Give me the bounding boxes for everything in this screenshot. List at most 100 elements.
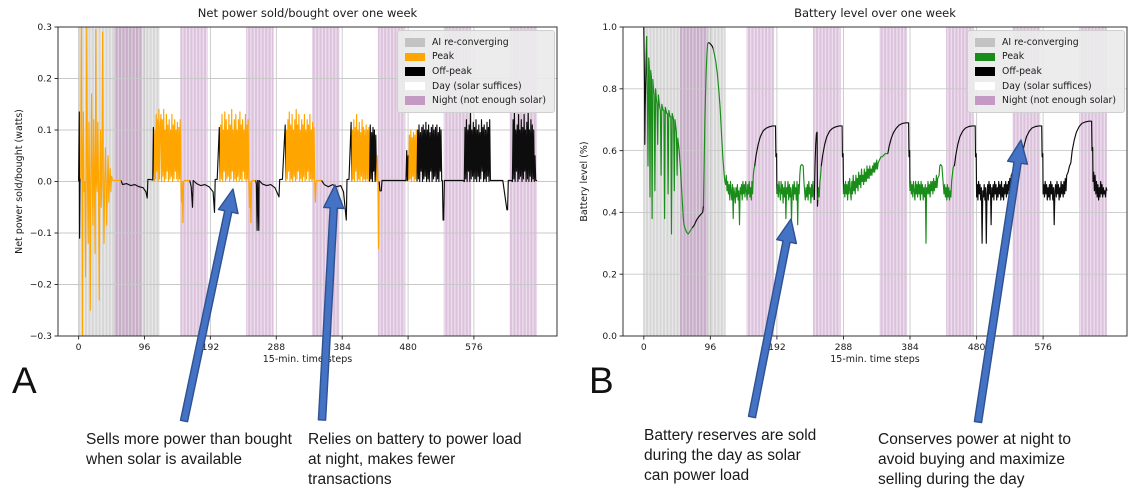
annotation-line: Sells more power than bought bbox=[86, 431, 292, 448]
off-peak-series-segment bbox=[708, 41, 714, 49]
off-peak-series-segment bbox=[416, 111, 538, 221]
chart-net-power-legend: AI re-converging Peak Off-peak Day (solar s… bbox=[397, 30, 555, 113]
legend-label: AI re-converging bbox=[1002, 36, 1079, 48]
peak-series-segment bbox=[842, 153, 888, 201]
peak-series-segment bbox=[351, 113, 371, 183]
legend-item: Peak bbox=[975, 50, 1116, 65]
x-tick-label: 384 bbox=[333, 342, 351, 353]
legend-item: Day (solar suffices) bbox=[405, 79, 546, 94]
chart-battery-xlabel: 15-min. time steps bbox=[830, 354, 920, 365]
x-tick-label: 96 bbox=[139, 342, 151, 353]
annotation-line: avoid buying and maximize bbox=[878, 451, 1065, 468]
annotation-line: selling during the day bbox=[878, 471, 1025, 488]
legend-label: Off-peak bbox=[1002, 65, 1042, 77]
peak-series-segment bbox=[285, 108, 322, 203]
legend-label: Peak bbox=[432, 51, 455, 63]
x-tick-label: 96 bbox=[705, 342, 717, 353]
off-peak-series-segment bbox=[78, 111, 81, 239]
off-peak-series-segment bbox=[643, 26, 648, 145]
legend-item: Off-peak bbox=[405, 64, 546, 79]
peak-series-segment bbox=[702, 42, 709, 207]
y-tick-label: 0.2 bbox=[602, 269, 617, 280]
y-tick-label: −0.2 bbox=[30, 280, 52, 291]
off-peak-series-segment bbox=[321, 121, 353, 221]
peak-series-segment bbox=[776, 163, 815, 226]
x-tick-label: 192 bbox=[768, 342, 786, 353]
legend-item: Peak bbox=[405, 50, 546, 65]
y-tick-label: 0.0 bbox=[602, 331, 617, 342]
peak-series-segment bbox=[817, 165, 822, 201]
chart-net-power-xlabel: 15-min. time steps bbox=[262, 354, 353, 365]
legend-item: Day (solar suffices) bbox=[975, 79, 1116, 94]
x-tick-label: 480 bbox=[968, 342, 986, 353]
off-peak-series-segment bbox=[369, 124, 378, 183]
arrow-to-net-power-day bbox=[179, 188, 239, 423]
legend-label: Peak bbox=[1002, 51, 1025, 63]
legend-swatch bbox=[975, 38, 996, 47]
peak-series-segment bbox=[80, 26, 122, 337]
y-tick-label: 1.0 bbox=[602, 22, 617, 33]
peak-series-segment bbox=[646, 36, 693, 235]
panel-label-b: B bbox=[589, 360, 614, 401]
off-peak-series-segment bbox=[887, 122, 911, 191]
off-peak-series-segment bbox=[255, 124, 287, 231]
x-tick-label: 384 bbox=[901, 342, 919, 353]
off-peak-series-segment bbox=[120, 126, 155, 199]
y-tick-label: −0.1 bbox=[30, 228, 52, 239]
annotation-line: Relies on battery to power load bbox=[308, 431, 522, 448]
legend-swatch bbox=[405, 52, 426, 62]
legend-swatch bbox=[405, 38, 426, 47]
annotation-battery-reserves-sold: Battery reserves are sold during the day … bbox=[644, 426, 816, 486]
off-peak-series-segment bbox=[813, 131, 819, 207]
off-peak-series-segment bbox=[378, 150, 410, 192]
peak-series-segment bbox=[909, 163, 955, 244]
annotation-line: Battery reserves are sold bbox=[644, 427, 817, 444]
legend-label: Night (not enough solar) bbox=[432, 95, 546, 107]
off-peak-series-segment bbox=[189, 126, 221, 213]
annotation-line: at night, makes fewer bbox=[308, 451, 456, 468]
annotation-line: during the day as solar bbox=[644, 447, 801, 464]
off-peak-series-segment bbox=[820, 125, 845, 194]
annotation-line: Conserves power at night to bbox=[878, 431, 1071, 448]
chart-battery-legend: AI re-converging Peak Off-peak Day (solar s… bbox=[967, 30, 1125, 113]
legend-swatch bbox=[405, 96, 426, 105]
off-peak-series-segment bbox=[953, 120, 1108, 244]
arrow-to-net-power-night bbox=[317, 184, 345, 421]
legend-swatch bbox=[405, 67, 426, 76]
off-peak-series-segment bbox=[691, 206, 704, 229]
y-tick-label: 0.0 bbox=[37, 177, 52, 188]
legend-swatch bbox=[405, 81, 426, 91]
arrow-to-battery-day bbox=[747, 218, 798, 419]
y-tick-label: −0.3 bbox=[30, 331, 52, 342]
y-tick-label: 0.2 bbox=[37, 74, 52, 85]
peak-series-segment bbox=[219, 108, 256, 224]
chart-net-power-title: Net power sold/bought over one week bbox=[197, 6, 418, 20]
night-band bbox=[879, 27, 908, 336]
x-tick-label: 576 bbox=[465, 342, 483, 353]
x-tick-label: 192 bbox=[202, 342, 220, 353]
annotation-relies-on-battery: Relies on battery to power load at night,… bbox=[308, 430, 522, 490]
legend-swatch bbox=[975, 96, 996, 105]
annotation-line: when solar is available bbox=[86, 451, 242, 468]
chart-battery-title: Battery level over one week bbox=[794, 6, 956, 20]
legend-label: Day (solar suffices) bbox=[432, 80, 522, 92]
x-tick-label: 0 bbox=[641, 342, 647, 353]
x-tick-label: 480 bbox=[399, 342, 417, 353]
legend-label: Night (not enough solar) bbox=[1002, 95, 1116, 107]
x-tick-label: 288 bbox=[268, 342, 286, 353]
night-band bbox=[679, 27, 708, 336]
peak-series-segment bbox=[153, 108, 190, 224]
off-peak-series-segment bbox=[754, 125, 778, 194]
legend-item: Off-peak bbox=[975, 64, 1116, 79]
axes-frame bbox=[622, 26, 1128, 337]
legend-item: AI re-converging bbox=[975, 35, 1116, 50]
legend-item: Night (not enough solar) bbox=[975, 93, 1116, 108]
y-tick-label: 0.8 bbox=[602, 84, 617, 95]
arrow-to-battery-night bbox=[973, 139, 1029, 424]
x-tick-label: 288 bbox=[835, 342, 853, 353]
legend-swatch bbox=[975, 67, 996, 76]
annotation-conserves-power: Conserves power at night to avoid buying … bbox=[878, 430, 1071, 490]
